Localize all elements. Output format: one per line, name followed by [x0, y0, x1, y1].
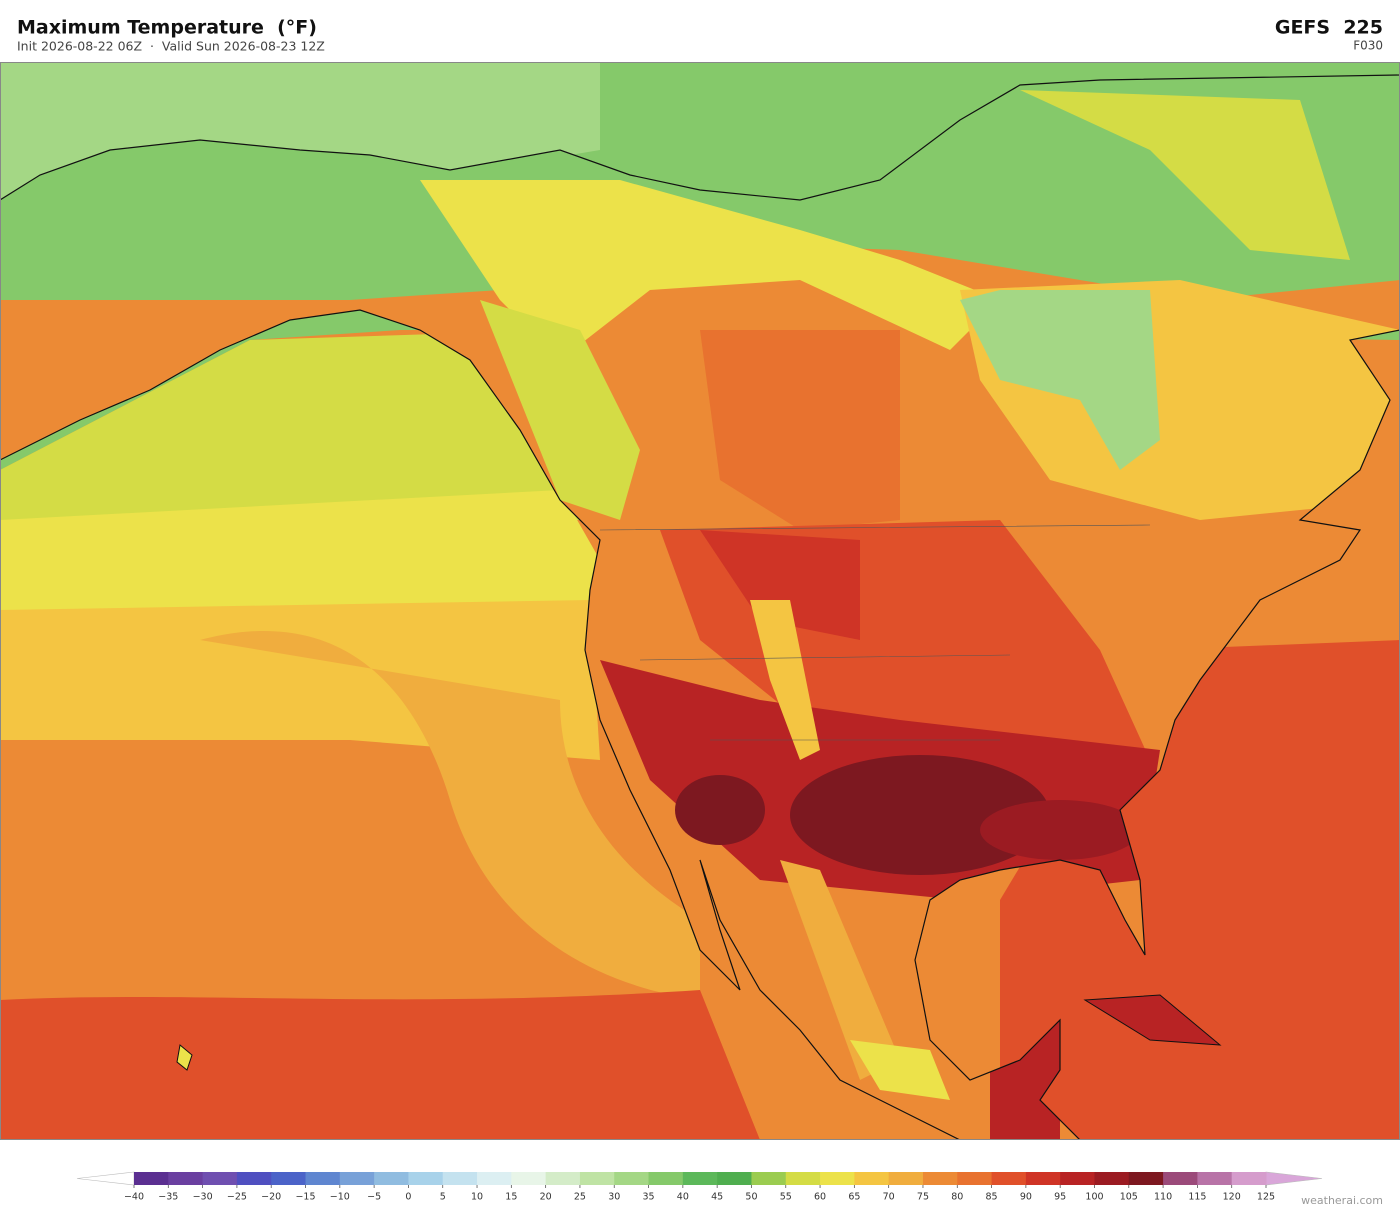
desert-hottest — [675, 775, 765, 845]
borders — [599, 524, 1151, 741]
colorbar-segment — [1197, 1172, 1233, 1185]
colorbar-tick-label: 45 — [711, 1192, 723, 1203]
colorbar-segment — [751, 1172, 787, 1185]
colorbar-segment — [1163, 1172, 1198, 1185]
colorbar-segment — [374, 1172, 409, 1185]
colorbar-segment — [1231, 1172, 1267, 1185]
pacific-warm — [0, 990, 760, 1140]
mexico-highlands — [780, 860, 900, 1080]
colorbar-tick-label: 75 — [917, 1192, 929, 1203]
hawaii — [176, 1044, 193, 1071]
colorbar-segment — [682, 1172, 718, 1185]
bc-band — [480, 300, 640, 520]
colorbar-segment — [579, 1172, 615, 1185]
mexico-highlands — [850, 1040, 950, 1100]
colorbar-tick-label: 70 — [883, 1192, 895, 1203]
colorbar-tick-label: 35 — [642, 1192, 654, 1203]
forecast-hour: F030 — [1353, 39, 1383, 53]
colorbar-segment — [922, 1172, 958, 1185]
colorbar-segment — [785, 1172, 821, 1185]
colorbar-segment — [717, 1172, 752, 1185]
colorbar-tick-label: −35 — [158, 1192, 178, 1203]
colorbar-segment — [614, 1172, 650, 1185]
colorbar-tick-label: 95 — [1054, 1192, 1066, 1203]
colorbar-tick-label: 120 — [1223, 1192, 1241, 1203]
colorbar-tick-label: 10 — [471, 1192, 483, 1203]
model: GEFS 225 — [1275, 17, 1383, 39]
colorbar-segment — [1060, 1172, 1095, 1185]
colorbar-segment — [168, 1172, 204, 1185]
title: Maximum Temperature (°F) — [17, 17, 317, 39]
colorbar-segment — [236, 1172, 272, 1185]
colorbar: −40 −35 −30 −25 −20 −15 −10 −5 0 5 10 15 20 25 30 35 40 4… — [76, 1171, 1323, 1203]
colorbar-segment — [442, 1172, 478, 1185]
colorbar-segment — [134, 1172, 169, 1185]
colorbar-tick-label: 125 — [1257, 1192, 1275, 1203]
colorbar-segment — [854, 1172, 890, 1185]
colorbar-tick-label: 85 — [986, 1192, 998, 1203]
plains-hot — [700, 530, 860, 640]
hudson-bay — [960, 290, 1160, 470]
prairie-warm — [700, 330, 900, 530]
colorbar-segment — [957, 1172, 993, 1185]
colorbar-tick-label: 100 — [1085, 1192, 1103, 1203]
colorbar-segment — [305, 1172, 341, 1185]
colorbar-segment — [202, 1172, 238, 1185]
colorbar-segment — [545, 1172, 581, 1185]
colorbar-segment — [1025, 1172, 1061, 1185]
colorbar-tick-label: −40 — [124, 1192, 144, 1203]
colorbar-tick-label: −15 — [295, 1192, 315, 1203]
colorbar-tick-label: 105 — [1120, 1192, 1138, 1203]
credit: weatherai.com — [1301, 1194, 1383, 1207]
south-hottest — [790, 755, 1050, 875]
colorbar-tick-label: −5 — [367, 1192, 381, 1203]
subtitle: Init 2026-08-22 06Z · Valid Sun 2026-08-… — [17, 39, 325, 54]
colorbar-tick-label: −20 — [261, 1192, 281, 1203]
colorbar-tick-label: 60 — [814, 1192, 826, 1203]
colorbar-segment — [1128, 1172, 1164, 1185]
pacific-band — [0, 490, 600, 620]
cuba — [1083, 994, 1222, 1046]
colorbar-tick-label: −10 — [330, 1192, 350, 1203]
colorbar-tick-label: 30 — [608, 1192, 620, 1203]
colorbar-tick-label: 115 — [1188, 1192, 1206, 1203]
pacific-tongue — [200, 630, 700, 1000]
colorbar-tick-label: 65 — [848, 1192, 860, 1203]
colorbar-segment — [511, 1172, 547, 1185]
colorbar-segment — [820, 1172, 855, 1185]
colorbar-segment — [648, 1172, 684, 1185]
map — [0, 62, 1400, 1140]
colorbar-tick-label: 5 — [440, 1192, 446, 1203]
colorbar-tick-label: −25 — [227, 1192, 247, 1203]
colorbar-segment — [991, 1172, 1027, 1185]
colorbar-segment — [1094, 1172, 1130, 1185]
colorbar-over — [1265, 1171, 1323, 1186]
southeast-hot — [980, 800, 1140, 860]
colorbar-segment — [271, 1172, 307, 1185]
colorbar-tick-label: 0 — [405, 1192, 411, 1203]
canada-band — [420, 180, 1000, 360]
pacific-band — [0, 330, 600, 520]
colorbar-tick-label: 55 — [780, 1192, 792, 1203]
colorbar-segment — [408, 1172, 444, 1185]
colorbar-segment — [339, 1172, 375, 1185]
colorbar-under — [76, 1171, 135, 1186]
colorbar-tick-label: 110 — [1154, 1192, 1172, 1203]
colorbar-tick-label: 40 — [677, 1192, 689, 1203]
arctic-land — [1020, 90, 1350, 260]
colorbar-segment — [888, 1172, 924, 1185]
colorbar-tick-label: 25 — [574, 1192, 586, 1203]
colorbar-tick-label: 20 — [540, 1192, 552, 1203]
colorbar-tick-label: 15 — [505, 1192, 517, 1203]
rockies-cool — [750, 600, 820, 760]
colorbar-tick-label: −30 — [193, 1192, 213, 1203]
colorbar-segment — [477, 1172, 512, 1185]
colorbar-tick-label: 80 — [951, 1192, 963, 1203]
colorbar-tick-label: 50 — [745, 1192, 757, 1203]
colorbar-tick-label: 90 — [1020, 1192, 1032, 1203]
